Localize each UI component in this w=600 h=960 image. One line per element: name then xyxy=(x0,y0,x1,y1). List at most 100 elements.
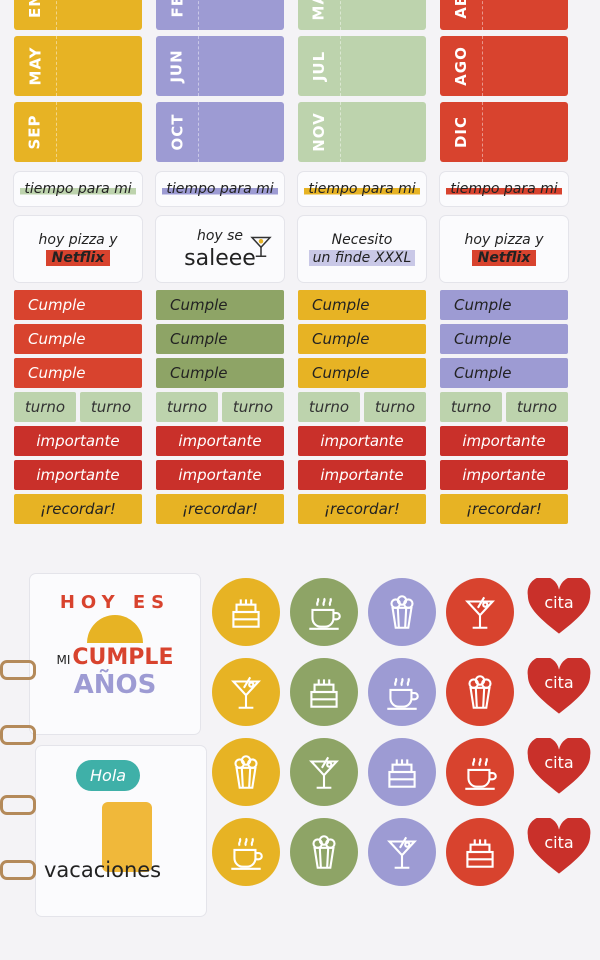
message-sticker: Necesito un finde XXXL xyxy=(298,216,426,282)
cumple-strip: Cumple xyxy=(298,358,426,388)
cumple-strip: Cumple xyxy=(440,324,568,354)
month-text: JUN xyxy=(167,49,186,83)
tiempo-para-mi-sticker: tiempo para mi xyxy=(156,172,284,206)
month-tab-jul: JUL xyxy=(298,36,426,96)
circle-sticker-popcorn xyxy=(446,658,514,726)
popcorn-icon xyxy=(303,831,345,873)
tiempo-para-mi-sticker: tiempo para mi xyxy=(440,172,568,206)
month-text: SEP xyxy=(25,114,44,150)
cita-heart-sticker: cita xyxy=(526,656,592,716)
circle-sticker-martini xyxy=(212,658,280,726)
tab-divider xyxy=(198,102,199,162)
circle-sticker-popcorn xyxy=(290,818,358,886)
turno-strip: turno xyxy=(14,392,76,422)
circle-sticker-cake xyxy=(368,738,436,806)
circle-sticker-martini xyxy=(290,738,358,806)
month-tab-dic: DIC xyxy=(440,102,568,162)
tab-divider xyxy=(340,0,341,30)
cumple-strip: Cumple xyxy=(440,358,568,388)
turno-strip: turno xyxy=(506,392,568,422)
month-text: ABR xyxy=(452,0,470,19)
message-line1: hoy pizza y xyxy=(464,232,544,248)
circle-sticker-coffee xyxy=(290,578,358,646)
circle-sticker-popcorn xyxy=(212,738,280,806)
cake-icon xyxy=(459,831,501,873)
cumple-strip: Cumple xyxy=(156,324,284,354)
vacaciones-sticker: Hola vacaciones xyxy=(36,746,206,916)
circle-sticker-coffee xyxy=(446,738,514,806)
vacaciones-text: vacaciones xyxy=(44,858,162,882)
message-line2: Netflix xyxy=(471,250,537,266)
cumple-strip: Cumple xyxy=(298,324,426,354)
month-label: MAR xyxy=(298,0,340,30)
month-text: MAR xyxy=(310,0,328,21)
message-line1: hoy se xyxy=(196,227,244,244)
month-label: JUL xyxy=(298,36,340,96)
spiral-ring xyxy=(0,660,36,680)
importante-strip: importante xyxy=(440,460,568,490)
month-tab-may: MAY xyxy=(14,36,142,96)
tiempo-para-mi-sticker: tiempo para mi xyxy=(298,172,426,206)
recordar-strip: ¡recordar! xyxy=(156,494,284,524)
importante-strip: importante xyxy=(298,460,426,490)
month-tab-nov: NOV xyxy=(298,102,426,162)
cumple-strip: Cumple xyxy=(156,358,284,388)
spiral-ring xyxy=(0,795,36,815)
month-tab-abr: ABR xyxy=(440,0,568,30)
month-tab-mar: MAR xyxy=(298,0,426,30)
importante-strip: importante xyxy=(440,426,568,456)
month-label: FEB xyxy=(156,0,198,30)
importante-strip: importante xyxy=(156,426,284,456)
month-text: AGO xyxy=(452,46,470,86)
month-text: FEB xyxy=(168,0,186,18)
cita-text: cita xyxy=(544,833,574,852)
popcorn-icon xyxy=(381,591,423,633)
month-label: MAY xyxy=(14,36,56,96)
month-label: OCT xyxy=(156,102,198,162)
spiral-ring xyxy=(0,725,36,745)
importante-strip: importante xyxy=(298,426,426,456)
cumple-strip: Cumple xyxy=(156,290,284,320)
tab-divider xyxy=(198,0,199,30)
cita-text: cita xyxy=(544,753,574,772)
coffee-icon xyxy=(381,671,423,713)
heart-icon xyxy=(527,576,591,634)
circle-sticker-popcorn xyxy=(368,578,436,646)
cita-heart-sticker: cita xyxy=(526,576,592,636)
message-sticker: hoy pizza y Netflix xyxy=(440,216,568,282)
message-line1: hoy pizza y xyxy=(38,232,118,248)
coffee-icon xyxy=(303,591,345,633)
heart-icon xyxy=(527,656,591,714)
month-text: MAY xyxy=(26,46,44,86)
cita-heart-sticker: cita xyxy=(526,736,592,796)
popcorn-icon xyxy=(225,751,267,793)
cumpleanos-sticker: HOY ES MICUMPLE AÑOS xyxy=(30,574,200,734)
importante-strip: importante xyxy=(14,460,142,490)
circle-sticker-coffee xyxy=(368,658,436,726)
martini-icon xyxy=(225,671,267,713)
month-label: DIC xyxy=(440,102,482,162)
circle-sticker-martini xyxy=(446,578,514,646)
month-tab-sep: SEP xyxy=(14,102,142,162)
recordar-strip: ¡recordar! xyxy=(298,494,426,524)
turno-strip: turno xyxy=(440,392,502,422)
martini-icon xyxy=(250,236,272,257)
heart-icon xyxy=(527,736,591,794)
turno-strip: turno xyxy=(298,392,360,422)
circle-sticker-martini xyxy=(368,818,436,886)
cumple-strip: Cumple xyxy=(14,324,142,354)
suitcase-icon xyxy=(102,802,152,872)
tiempo-para-mi-sticker: tiempo para mi xyxy=(14,172,142,206)
circle-sticker-cake xyxy=(290,658,358,726)
month-text: NOV xyxy=(309,112,328,152)
turno-strip: turno xyxy=(80,392,142,422)
tab-divider xyxy=(56,102,57,162)
sticker-text: tiempo para mi xyxy=(162,181,278,197)
rainbow-text: HOY ES xyxy=(59,592,171,613)
month-tab-ene: ENE xyxy=(14,0,142,30)
turno-strip: turno xyxy=(156,392,218,422)
cumple-strip: Cumple xyxy=(14,358,142,388)
anos-text: AÑOS xyxy=(73,670,157,700)
month-text: OCT xyxy=(168,113,186,151)
message-line2: saleee xyxy=(184,245,256,271)
